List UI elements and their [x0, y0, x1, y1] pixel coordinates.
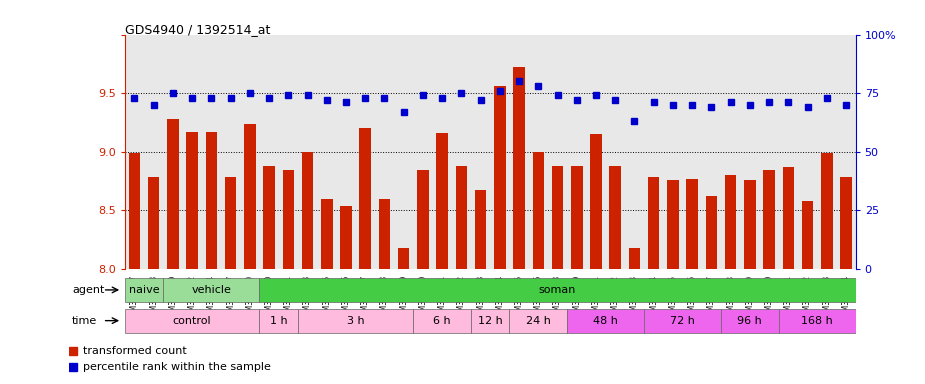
Bar	[260, 309, 298, 333]
Bar	[321, 199, 333, 269]
Text: 3 h: 3 h	[347, 316, 364, 326]
Bar	[533, 152, 544, 269]
Text: 72 h: 72 h	[670, 316, 695, 326]
Text: control: control	[173, 316, 212, 326]
Bar	[260, 278, 856, 302]
Text: naive: naive	[129, 285, 159, 295]
Bar	[494, 86, 506, 269]
Bar	[590, 134, 602, 269]
Text: 24 h: 24 h	[526, 316, 550, 326]
Text: soman: soman	[539, 285, 576, 295]
Bar	[298, 309, 413, 333]
Bar	[264, 166, 275, 269]
Bar	[629, 248, 640, 269]
Bar	[610, 166, 621, 269]
Text: 1 h: 1 h	[270, 316, 288, 326]
Bar	[802, 201, 813, 269]
Bar	[129, 153, 141, 269]
Bar	[413, 309, 471, 333]
Bar	[302, 152, 314, 269]
Bar	[378, 199, 390, 269]
Bar	[686, 179, 698, 269]
Text: vehicle: vehicle	[191, 285, 231, 295]
Bar	[821, 153, 832, 269]
Bar	[417, 170, 428, 269]
Bar	[644, 309, 721, 333]
Bar	[125, 309, 260, 333]
Bar	[648, 177, 660, 269]
Text: 168 h: 168 h	[801, 316, 833, 326]
Text: percentile rank within the sample: percentile rank within the sample	[82, 362, 270, 372]
Bar	[783, 167, 794, 269]
Text: 48 h: 48 h	[593, 316, 618, 326]
Bar	[125, 278, 164, 302]
Bar	[244, 124, 255, 269]
Bar	[706, 196, 717, 269]
Bar	[744, 180, 756, 269]
Bar	[667, 180, 679, 269]
Bar	[437, 133, 448, 269]
Bar	[510, 309, 567, 333]
Text: GDS4940 / 1392514_at: GDS4940 / 1392514_at	[125, 23, 270, 36]
Bar	[167, 119, 179, 269]
Bar	[471, 309, 510, 333]
Text: 12 h: 12 h	[478, 316, 502, 326]
Text: 6 h: 6 h	[433, 316, 451, 326]
Bar	[725, 175, 736, 269]
Bar	[340, 205, 352, 269]
Bar	[398, 248, 410, 269]
Bar	[840, 177, 852, 269]
Bar	[225, 177, 237, 269]
Bar	[187, 132, 198, 269]
Bar	[360, 128, 371, 269]
Text: 96 h: 96 h	[737, 316, 762, 326]
Text: time: time	[72, 316, 97, 326]
Bar	[571, 166, 583, 269]
Bar	[513, 67, 524, 269]
Bar	[148, 177, 159, 269]
Text: agent: agent	[72, 285, 105, 295]
Bar	[205, 132, 217, 269]
Bar	[567, 309, 644, 333]
Bar	[763, 170, 775, 269]
Bar	[552, 166, 563, 269]
Bar	[779, 309, 856, 333]
Text: transformed count: transformed count	[82, 346, 186, 356]
Bar	[282, 170, 294, 269]
Bar	[475, 190, 487, 269]
Bar	[721, 309, 779, 333]
Bar	[456, 166, 467, 269]
Bar	[164, 278, 260, 302]
